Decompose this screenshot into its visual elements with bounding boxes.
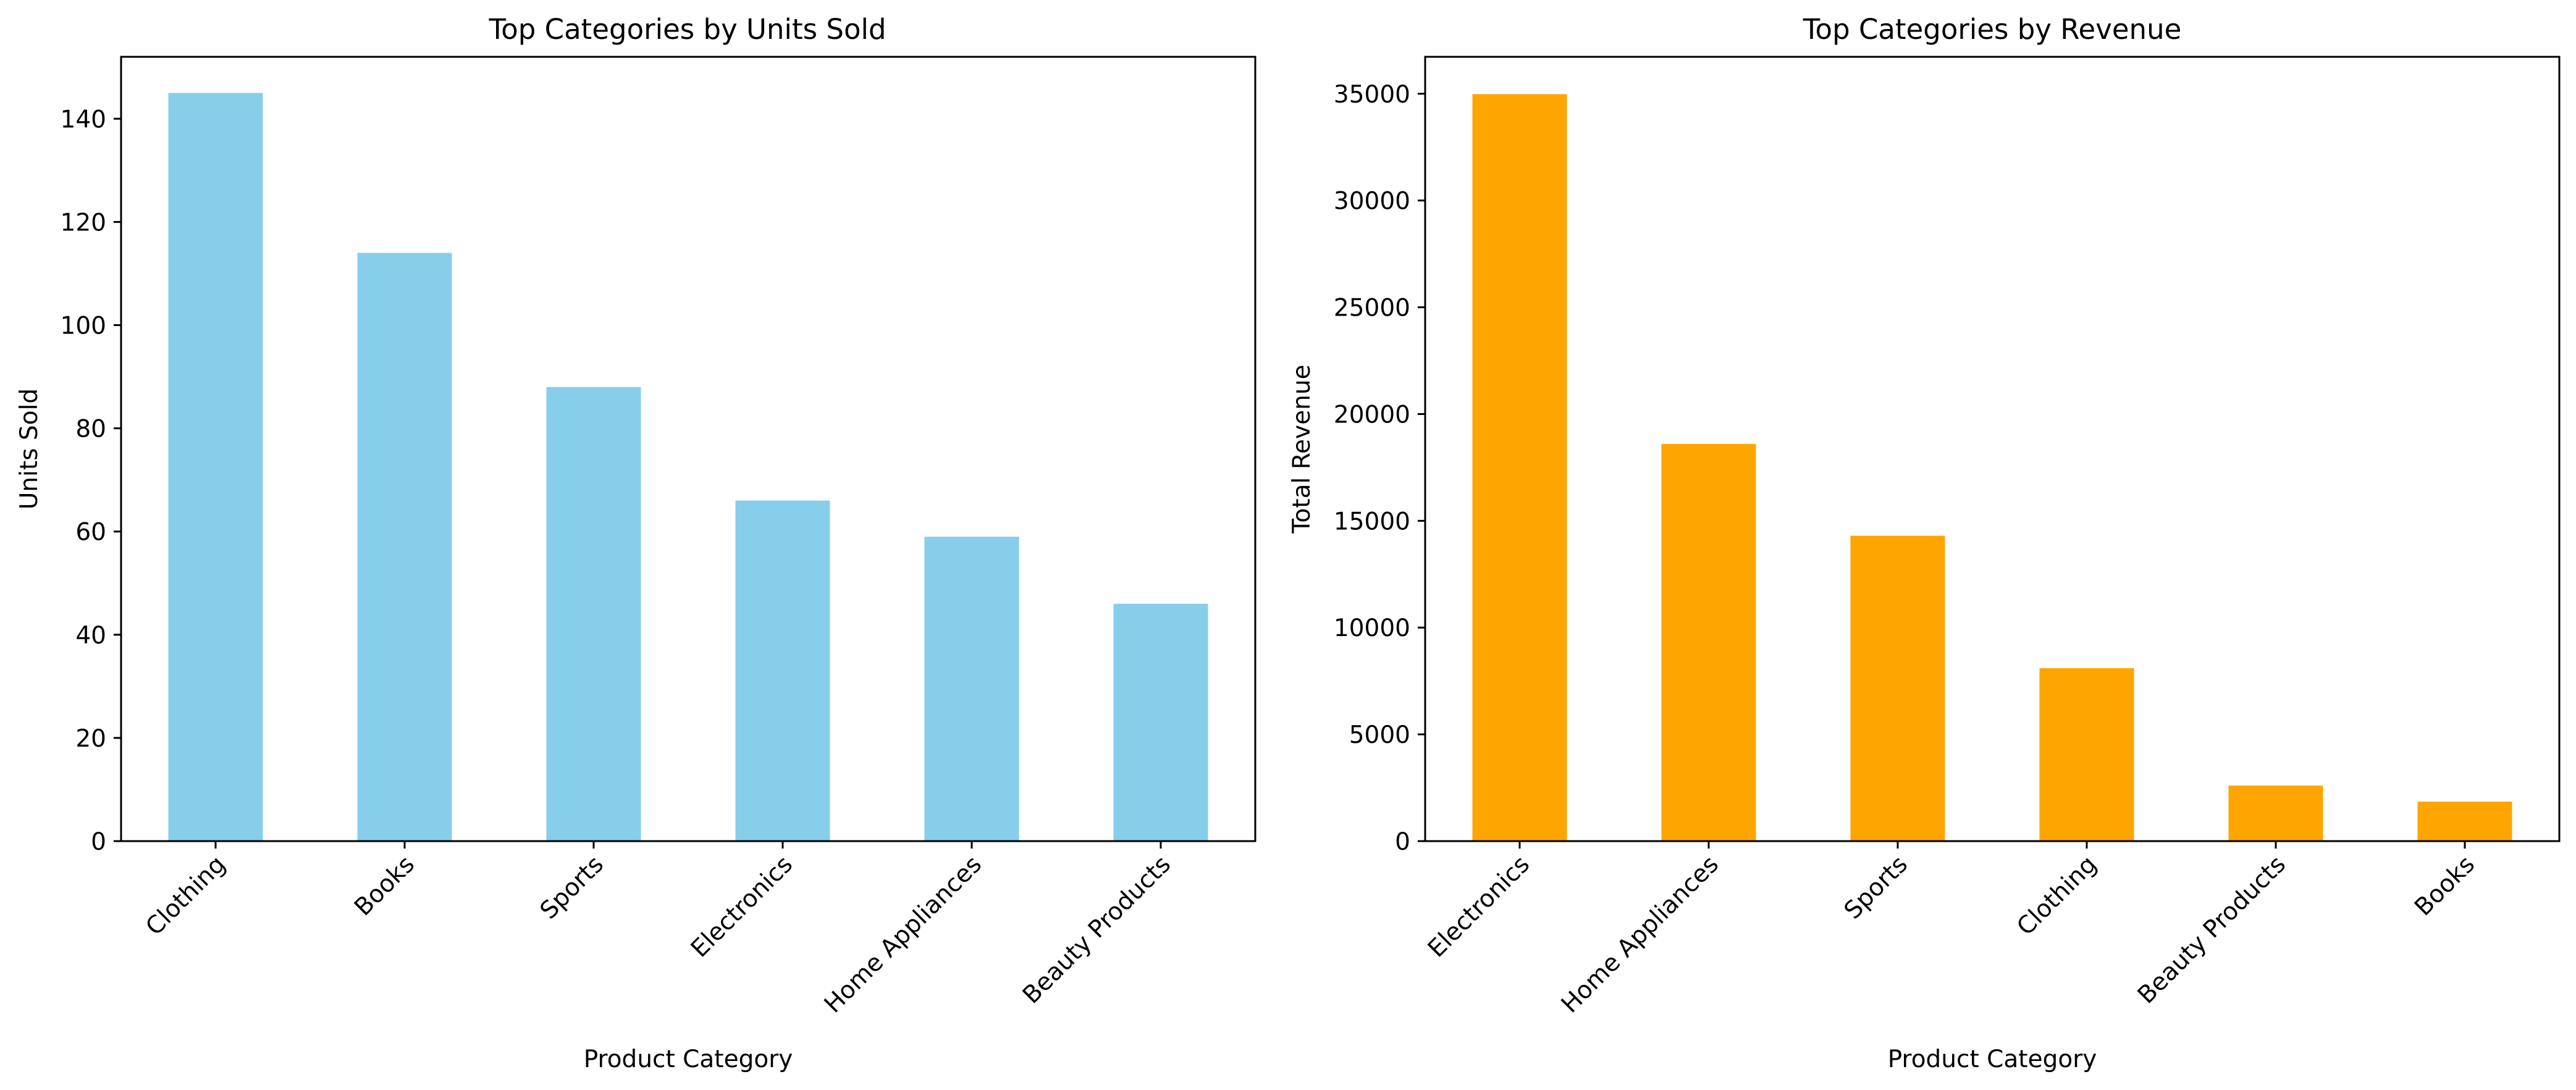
bar-electronics xyxy=(1472,94,1567,841)
y-tick-label: 100 xyxy=(61,312,106,340)
y-tick-label: 15000 xyxy=(1334,508,1410,535)
bar-home-appliances xyxy=(924,537,1019,841)
y-axis-ticks: 0 5000 10000 15000 20000 25000 30000 35000 xyxy=(1334,81,1425,856)
y-tick-label: 140 xyxy=(61,106,106,133)
y-tick-label: 40 xyxy=(75,622,106,650)
y-tick-label: 25000 xyxy=(1334,295,1410,322)
y-tick-label: 20000 xyxy=(1334,401,1410,429)
y-tick-label: 80 xyxy=(75,416,106,443)
y-tick-label: 35000 xyxy=(1334,81,1410,109)
y-axis-label: Total Revenue xyxy=(1288,364,1316,534)
bar-sports xyxy=(546,387,641,841)
chart-title: Top Categories by Units Sold xyxy=(488,13,886,46)
y-tick-label: 5000 xyxy=(1349,721,1410,749)
bar-beauty-products xyxy=(2228,786,2323,841)
bar-clothing xyxy=(168,93,263,842)
bar-beauty-products xyxy=(1113,603,1208,841)
y-axis-label: Units Sold xyxy=(15,388,43,509)
y-axis-ticks: 0 20 40 60 80 100 120 140 xyxy=(61,106,121,856)
bar-books xyxy=(357,253,452,841)
y-tick-label: 30000 xyxy=(1334,188,1410,216)
units-sold-chart: Top Categories by Units Sold 0 20 40 60 80 10… xyxy=(15,13,1256,1073)
plot-frame xyxy=(120,56,1256,842)
x-axis-label: Product Category xyxy=(1888,1046,2097,1073)
y-tick-label: 0 xyxy=(1395,828,1410,856)
y-tick-label: 20 xyxy=(75,725,106,753)
bar-electronics xyxy=(735,500,830,841)
bar-books xyxy=(2417,802,2512,841)
bar-home-appliances xyxy=(1661,443,1756,841)
bar-group xyxy=(168,93,1208,842)
bar-clothing xyxy=(2039,668,2134,841)
plot-frame xyxy=(1424,56,2561,842)
chart-title: Top Categories by Revenue xyxy=(1803,13,2182,46)
bar-sports xyxy=(1850,535,1945,841)
y-tick-label: 60 xyxy=(75,519,106,547)
y-tick-label: 10000 xyxy=(1334,614,1410,642)
bar-group xyxy=(1472,94,2512,841)
y-tick-label: 0 xyxy=(91,828,106,856)
x-axis-label: Product Category xyxy=(584,1046,793,1073)
y-tick-label: 120 xyxy=(61,209,106,237)
